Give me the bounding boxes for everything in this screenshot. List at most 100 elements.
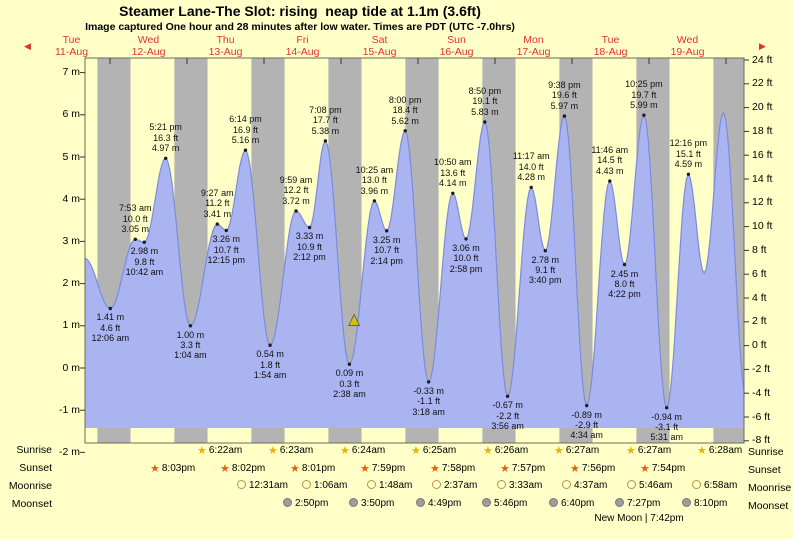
y-axis-label-ft: 2 ft (752, 315, 767, 328)
sunrise-entry: ★ 6:28am (697, 444, 742, 457)
sunrise-icon: ★ (197, 445, 207, 457)
low-tide-annotation: 2.78 m 9.1 ft 3:40 pm (528, 254, 562, 286)
sunset-entry: ★ 7:57pm (500, 462, 545, 475)
moonrise-icon (302, 480, 311, 489)
sunrise-entry: ★ 6:27am (626, 444, 671, 457)
sunset-entry: ★ 7:58pm (430, 462, 475, 475)
low-tide-annotation: 3.25 m 10.7 ft 2:14 pm (370, 234, 403, 266)
astro-time: 5:46am (639, 480, 673, 491)
high-tide-annotation: 5:21 pm 16.3 ft 4.97 m (149, 122, 182, 153)
low-tide-annotation: 2.45 m 8.0 ft 4:22 pm (608, 268, 641, 300)
moonrise-entry: 1:48am (367, 480, 412, 491)
tide-event-dot (268, 343, 272, 347)
tide-event-dot (224, 228, 228, 233)
sunset-icon: ★ (570, 463, 580, 475)
sunset-icon: ★ (500, 463, 510, 475)
astro-time: 5:46pm (494, 498, 528, 509)
moonset-icon (482, 498, 491, 507)
low-tide-annotation: 0.09 m 0.3 ft 2:38 am (333, 368, 366, 399)
sunrise-entry: ★ 6:25am (411, 444, 456, 457)
tide-event-dot (562, 114, 567, 118)
day-label: Fri 14-Aug (285, 34, 320, 59)
astro-time: 3:33am (509, 480, 543, 491)
sunset-entry: ★ 7:54pm (640, 462, 685, 475)
low-tide-annotation: 2.98 m 9.8 ft 10:42 am (125, 246, 164, 277)
sunset-icon: ★ (640, 463, 650, 475)
sunrise-entry: ★ 6:24am (340, 444, 385, 457)
sunset-icon: ★ (150, 463, 160, 475)
sunset-entry: ★ 7:59pm (360, 462, 405, 475)
tide-event-dot (372, 199, 377, 203)
astro-time: 6:22am (208, 445, 243, 456)
high-tide-annotation: 9:59 am 12.2 ft 3.72 m (279, 175, 313, 206)
current-tide-marker (348, 313, 361, 326)
tide-event-dot (665, 406, 669, 410)
tide-event-dot (543, 249, 547, 253)
sunset-entry: ★ 8:02pm (220, 462, 265, 475)
astro-row-label-left: Sunrise (16, 444, 52, 456)
y-axis-label-m: 7 m (62, 66, 80, 79)
tide-event-dot (426, 380, 431, 384)
moonrise-entry: 1:06am (302, 480, 347, 491)
moonrise-entry: 2:37am (432, 480, 477, 491)
moonrise-entry: 5:46am (627, 480, 672, 491)
day-label: Thu 13-Aug (208, 34, 243, 59)
sunrise-entry: ★ 6:22am (197, 444, 242, 457)
astro-time: 8:02pm (231, 463, 266, 474)
y-axis-label-m: -1 m (59, 403, 80, 416)
tide-event-dot (642, 113, 646, 117)
astro-time: 6:24am (351, 445, 386, 456)
tide-event-dot (483, 120, 487, 124)
tide-event-dot (451, 191, 455, 195)
y-axis-label-ft: 20 ft (752, 101, 773, 114)
day-label: Wed 12-Aug (131, 34, 166, 59)
low-tide-annotation: 3.33 m 10.9 ft 2:12 pm (293, 231, 326, 263)
page-subtitle: Image captured One hour and 28 minutes a… (85, 21, 515, 33)
moonset-icon (283, 498, 292, 507)
tide-event-dot (108, 306, 113, 311)
moonset-entry: 7:27pm (615, 498, 660, 509)
low-tide-annotation: 3.06 m 10.0 ft 2:58 pm (449, 242, 483, 274)
low-tide-annotation: 0.54 m 1.8 ft 1:54 am (253, 349, 287, 380)
y-axis-label-ft: 4 ft (752, 291, 767, 304)
day-label: Sat 15-Aug (362, 34, 397, 59)
y-axis-label-m: 2 m (62, 277, 80, 290)
y-axis-label-ft: 22 ft (752, 77, 773, 90)
y-axis-label-ft: 12 ft (752, 196, 773, 209)
y-axis-label-ft: 16 ft (752, 148, 773, 161)
y-axis-label-ft: 8 ft (752, 243, 767, 256)
y-axis-label-m: 1 m (62, 319, 80, 332)
moonset-entry: 2:50pm (283, 498, 328, 509)
astro-row-label-left: Moonrise (8, 480, 52, 492)
tide-event-dot (142, 240, 146, 244)
astro-time: 4:37am (574, 480, 608, 491)
moonset-icon (615, 498, 624, 507)
astro-time: 4:49pm (428, 498, 462, 509)
y-axis-label-ft: -6 ft (752, 410, 771, 423)
y-axis-label-ft: 10 ft (752, 220, 773, 233)
y-axis-label-m: 5 m (62, 150, 80, 163)
high-tide-annotation: 8:00 pm 18.4 ft 5.62 m (388, 94, 422, 126)
moonset-entry: 8:10pm (682, 498, 727, 509)
astro-time: 2:50pm (295, 498, 329, 509)
y-axis-label-m: -2 m (59, 445, 80, 458)
moonrise-entry: 3:33am (497, 480, 542, 491)
tide-event-dot (464, 237, 468, 241)
astro-time: 6:58am (704, 480, 738, 491)
astro-time: 7:58pm (441, 463, 476, 474)
high-tide-annotation: 7:08 pm 17.7 ft 5.38 m (309, 104, 342, 136)
y-axis-label-ft: -4 ft (752, 386, 771, 399)
tide-event-dot (608, 179, 612, 183)
prev-day-arrow[interactable]: ◀ (24, 41, 31, 51)
high-tide-annotation: 7:53 am 10.0 ft 3.05 m (119, 203, 152, 234)
y-axis-label-ft: -8 ft (752, 434, 771, 447)
moonset-entry: 3:50pm (349, 498, 394, 509)
next-day-arrow[interactable]: ▶ (759, 41, 766, 51)
high-tide-annotation: 10:25 am 13.0 ft 3.96 m (355, 164, 394, 196)
tide-area (85, 112, 744, 428)
day-label: Tue 18-Aug (593, 34, 628, 59)
astro-time: 1:06am (314, 480, 348, 491)
tide-event-dot (307, 225, 312, 230)
astro-time: 8:01pm (301, 463, 336, 474)
high-tide-annotation: 9:27 am 11.2 ft 3.41 m (201, 188, 234, 219)
